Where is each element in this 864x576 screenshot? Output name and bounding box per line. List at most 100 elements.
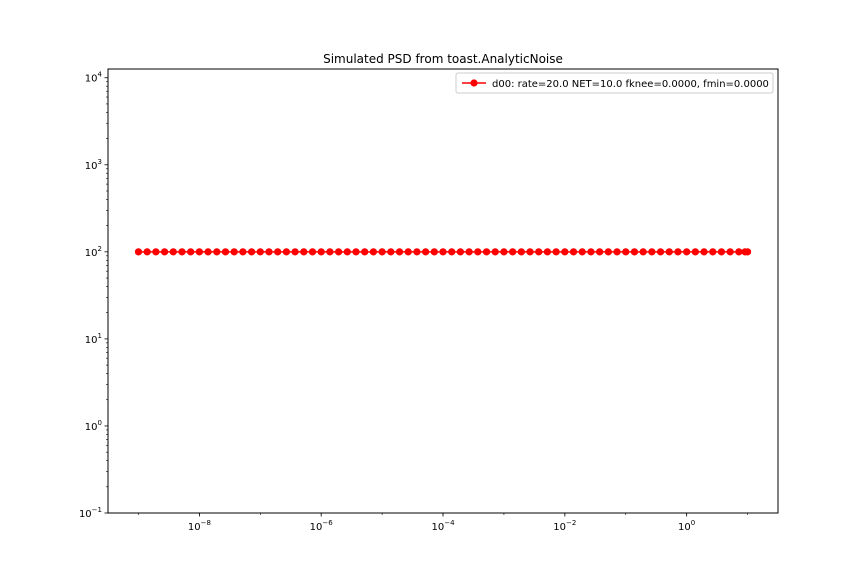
tick-label: 103 — [85, 158, 102, 172]
data-point — [308, 248, 317, 256]
data-point — [448, 248, 456, 256]
tick-label: 101 — [85, 332, 102, 346]
data-point — [709, 248, 717, 256]
data-point — [291, 248, 299, 256]
tick-label-base: 10 — [188, 522, 201, 533]
data-point — [213, 248, 221, 256]
data-point — [230, 248, 238, 256]
data-point — [578, 248, 586, 256]
tick-label-exponent: 1 — [98, 332, 102, 340]
data-point — [465, 248, 473, 256]
legend-box — [455, 72, 774, 94]
data-point — [326, 248, 334, 256]
data-point — [656, 248, 665, 256]
tick-label-base: 10 — [85, 248, 98, 259]
data-point — [526, 248, 534, 256]
data-point — [717, 248, 726, 256]
tick-label-exponent: −6 — [322, 519, 333, 527]
tick-label-exponent: −8 — [201, 519, 211, 527]
data-point — [152, 248, 160, 256]
data-point — [395, 248, 404, 256]
data-point — [143, 248, 151, 256]
data-point — [369, 248, 378, 256]
data-point — [430, 248, 438, 256]
tick-label-base: 10 — [85, 74, 98, 85]
chart-title: Simulated PSD from toast.AnalyticNoise — [323, 52, 563, 66]
data-point — [352, 248, 360, 256]
tick-label: 10−6 — [310, 519, 334, 533]
data-point — [691, 248, 699, 256]
data-point — [500, 248, 508, 256]
tick-label: 10−8 — [188, 519, 211, 533]
data-point — [639, 248, 647, 256]
data-point — [387, 248, 395, 256]
data-point — [404, 248, 412, 256]
data-point — [169, 248, 177, 256]
data-point — [665, 248, 673, 256]
tick-label-base: 10 — [678, 522, 691, 533]
data-point — [160, 248, 169, 256]
data-point — [195, 248, 203, 256]
data-point — [335, 248, 343, 256]
tick-label: 100 — [85, 419, 102, 433]
series-layer — [134, 248, 752, 256]
tick-label-base: 10 — [310, 522, 323, 533]
data-point — [378, 248, 386, 256]
data-point — [726, 248, 734, 256]
data-point — [317, 248, 325, 256]
data-point — [509, 248, 517, 256]
plot-area-frame — [107, 68, 779, 514]
data-point — [604, 248, 612, 256]
data-point — [413, 248, 421, 256]
data-point — [552, 248, 560, 256]
data-point — [256, 248, 264, 256]
tick-label-base: 10 — [85, 422, 98, 433]
data-point — [456, 248, 465, 256]
data-point — [630, 248, 639, 256]
data-point — [596, 248, 604, 256]
data-point — [543, 248, 552, 256]
tick-label: 102 — [85, 245, 102, 259]
data-point — [700, 248, 708, 256]
data-point — [343, 248, 351, 256]
data-point — [674, 248, 682, 256]
data-point — [274, 248, 282, 256]
data-point — [517, 248, 525, 256]
tick-label-base: 10 — [85, 335, 98, 346]
data-point — [439, 248, 447, 256]
data-point — [134, 248, 143, 256]
data-point — [178, 248, 186, 256]
tick-label: 100 — [678, 519, 695, 533]
data-point — [361, 248, 369, 256]
tick-label: 10−4 — [431, 519, 455, 533]
data-point — [491, 248, 499, 256]
tick-label-exponent: 3 — [98, 158, 102, 166]
data-point — [221, 248, 230, 256]
data-point — [282, 248, 290, 256]
data-point — [622, 248, 630, 256]
tick-label-exponent: −1 — [92, 506, 102, 514]
tick-label-exponent: 2 — [98, 245, 102, 253]
data-point — [187, 248, 195, 256]
data-point — [587, 248, 595, 256]
tick-label-base: 10 — [431, 522, 444, 533]
tick-label-exponent: 0 — [98, 419, 102, 427]
legend-marker-swatch — [470, 79, 478, 87]
data-point — [535, 248, 543, 256]
tick-label-exponent: −4 — [444, 519, 455, 527]
data-point — [735, 248, 743, 256]
data-point — [561, 248, 569, 256]
legend-entry-label: d00: rate=20.0 NET=10.0 fknee=0.0000, fm… — [492, 79, 769, 90]
data-point — [743, 248, 752, 256]
data-point — [422, 248, 430, 256]
tick-label-exponent: 4 — [98, 71, 103, 79]
data-point — [648, 248, 656, 256]
data-point — [204, 248, 212, 256]
data-point — [247, 248, 256, 256]
tick-label-exponent: −2 — [566, 519, 576, 527]
legend: d00: rate=20.0 NET=10.0 fknee=0.0000, fm… — [455, 72, 774, 94]
data-point — [239, 248, 247, 256]
data-point — [683, 248, 691, 256]
tick-label-base: 10 — [79, 509, 92, 520]
tick-label: 104 — [85, 71, 103, 85]
